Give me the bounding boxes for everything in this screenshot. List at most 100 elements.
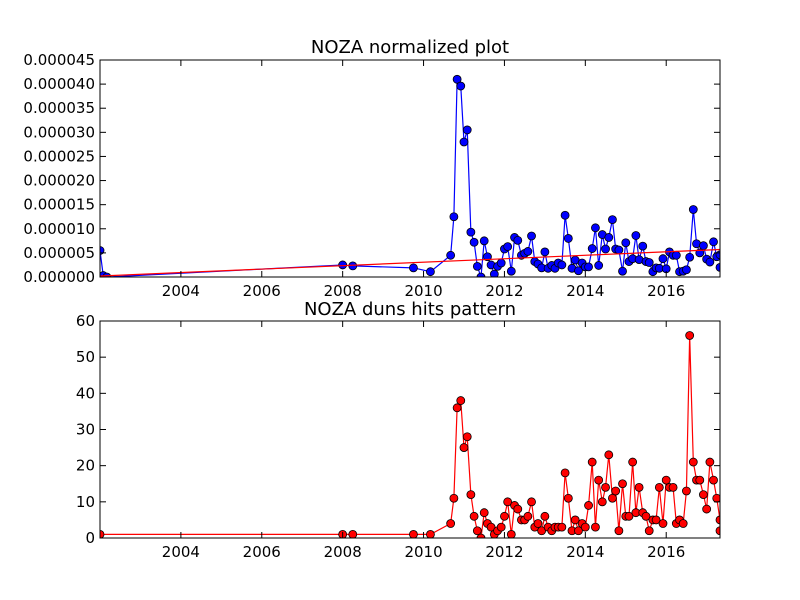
duns-data-point xyxy=(611,486,621,496)
normalized-data-point xyxy=(496,258,506,268)
normalized-data-point xyxy=(658,254,668,264)
normalized-x-tick-label: 2008 xyxy=(324,282,362,300)
normalized-data-point xyxy=(631,231,641,240)
duns-data-point xyxy=(462,432,472,442)
normalized-data-point xyxy=(644,258,654,267)
duns-data-point xyxy=(695,475,705,485)
normalized-data-point xyxy=(527,231,536,241)
normalized-y-tick-label: 0.000030 xyxy=(23,123,95,141)
duns-data-point xyxy=(479,508,489,518)
normalized-data-point xyxy=(466,227,476,237)
normalized-data-point xyxy=(621,238,631,248)
duns-data-point xyxy=(580,522,590,532)
normalized-y-tick-label: 0.000025 xyxy=(23,147,95,165)
duns-y-tick-label: 0 xyxy=(85,529,95,547)
normalized-trend-line xyxy=(100,248,720,277)
duns-data-point xyxy=(601,482,610,492)
duns-data-point xyxy=(560,468,570,478)
duns-data-point xyxy=(591,522,600,532)
duns-y-tick-label: 20 xyxy=(76,457,95,475)
normalized-y-tick-label: 0.000000 xyxy=(23,268,95,286)
duns-x-tick-label: 2010 xyxy=(404,543,442,561)
normalized-data-point xyxy=(604,233,614,242)
duns-data-point xyxy=(644,526,654,536)
duns-data-point xyxy=(624,511,634,521)
duns-data-point xyxy=(446,519,456,528)
duns-data-point xyxy=(715,515,720,525)
normalized-data-point xyxy=(456,81,466,91)
normalized-x-tick-label: 2016 xyxy=(647,282,685,300)
duns-data-point xyxy=(709,475,718,485)
normalized-data-point xyxy=(618,266,627,276)
normalized-data-point xyxy=(483,252,492,262)
duns-data-point xyxy=(523,511,533,521)
duns-data-point xyxy=(500,511,509,521)
normalized-data-point xyxy=(409,263,418,273)
normalized-plot: NOZA normalized plot 2004 2006 2008 2010 201… xyxy=(23,37,721,300)
duns-data-point xyxy=(466,490,476,500)
normalized-plot-frame xyxy=(99,59,721,278)
duns-data-point xyxy=(472,526,482,536)
duns-data-point xyxy=(682,486,691,496)
duns-data-point xyxy=(634,482,644,492)
duns-data-point xyxy=(702,504,712,514)
duns-data-point xyxy=(426,529,435,538)
duns-data-point xyxy=(469,511,479,521)
duns-data-point xyxy=(527,497,536,507)
duns-hits-plot: NOZA duns hits pattern 2004 2006 2008 2010 2… xyxy=(76,299,721,561)
normalized-data-point xyxy=(587,244,597,253)
normalized-data-point xyxy=(476,272,486,277)
normalized-data-point xyxy=(540,247,550,257)
normalized-data-point xyxy=(459,137,469,147)
duns-data-point xyxy=(651,515,661,525)
normalized-data-point xyxy=(523,247,533,256)
duns-data-point xyxy=(476,533,486,538)
normalized-data-point xyxy=(560,210,570,220)
duns-data-point xyxy=(348,529,358,538)
duns-data-point xyxy=(409,529,418,538)
duns-data-point xyxy=(452,403,462,413)
duns-y-tick-label: 30 xyxy=(76,421,95,439)
normalized-data-point xyxy=(682,265,691,275)
duns-x-tick-label: 2004 xyxy=(162,543,200,561)
duns-data-point xyxy=(584,501,593,510)
duns-data-point xyxy=(685,331,695,340)
normalized-data-point xyxy=(601,244,610,254)
normalized-data-point xyxy=(709,237,718,247)
normalized-x-tick-label: 2014 xyxy=(566,282,604,300)
normalized-data-point xyxy=(705,257,715,267)
normalized-data-point xyxy=(449,212,459,222)
normalized-y-tick-label: 0.000010 xyxy=(23,220,95,238)
duns-data-point xyxy=(506,529,516,538)
duns-data-point xyxy=(658,519,668,528)
normalized-x-tick-label: 2012 xyxy=(485,282,523,300)
duns-x-tick-label: 2016 xyxy=(647,543,685,561)
duns-data-point xyxy=(641,511,651,521)
normalized-data-point xyxy=(489,269,499,277)
duns-data-point xyxy=(449,493,459,503)
normalized-data-point xyxy=(452,74,462,84)
normalized-data-point xyxy=(671,250,681,260)
duns-data-point xyxy=(661,475,671,485)
duns-data-point xyxy=(540,511,550,521)
duns-data-point xyxy=(614,526,624,536)
duns-data-point xyxy=(678,519,688,528)
normalized-y-tick-label: 0.000015 xyxy=(23,196,95,214)
duns-y-tick-label: 50 xyxy=(76,348,95,366)
normalized-data-point xyxy=(446,250,456,260)
normalized-data-point xyxy=(506,266,516,276)
normalized-y-tick-label: 0.000035 xyxy=(23,99,95,117)
normalized-data-point xyxy=(426,267,435,277)
normalized-data-point xyxy=(685,252,695,262)
normalized-x-tick-label: 2004 xyxy=(162,282,200,300)
normalized-data-point xyxy=(472,261,482,271)
duns-data-point xyxy=(628,457,638,467)
duns-data-point xyxy=(604,450,614,460)
normalized-data-point xyxy=(584,262,593,272)
duns-y-tick-label: 10 xyxy=(76,493,95,511)
duns-y-tick-label: 40 xyxy=(76,384,95,402)
normalized-x-tick-label: 2006 xyxy=(243,282,281,300)
normalized-y-tick-label: 0.000005 xyxy=(23,244,95,262)
